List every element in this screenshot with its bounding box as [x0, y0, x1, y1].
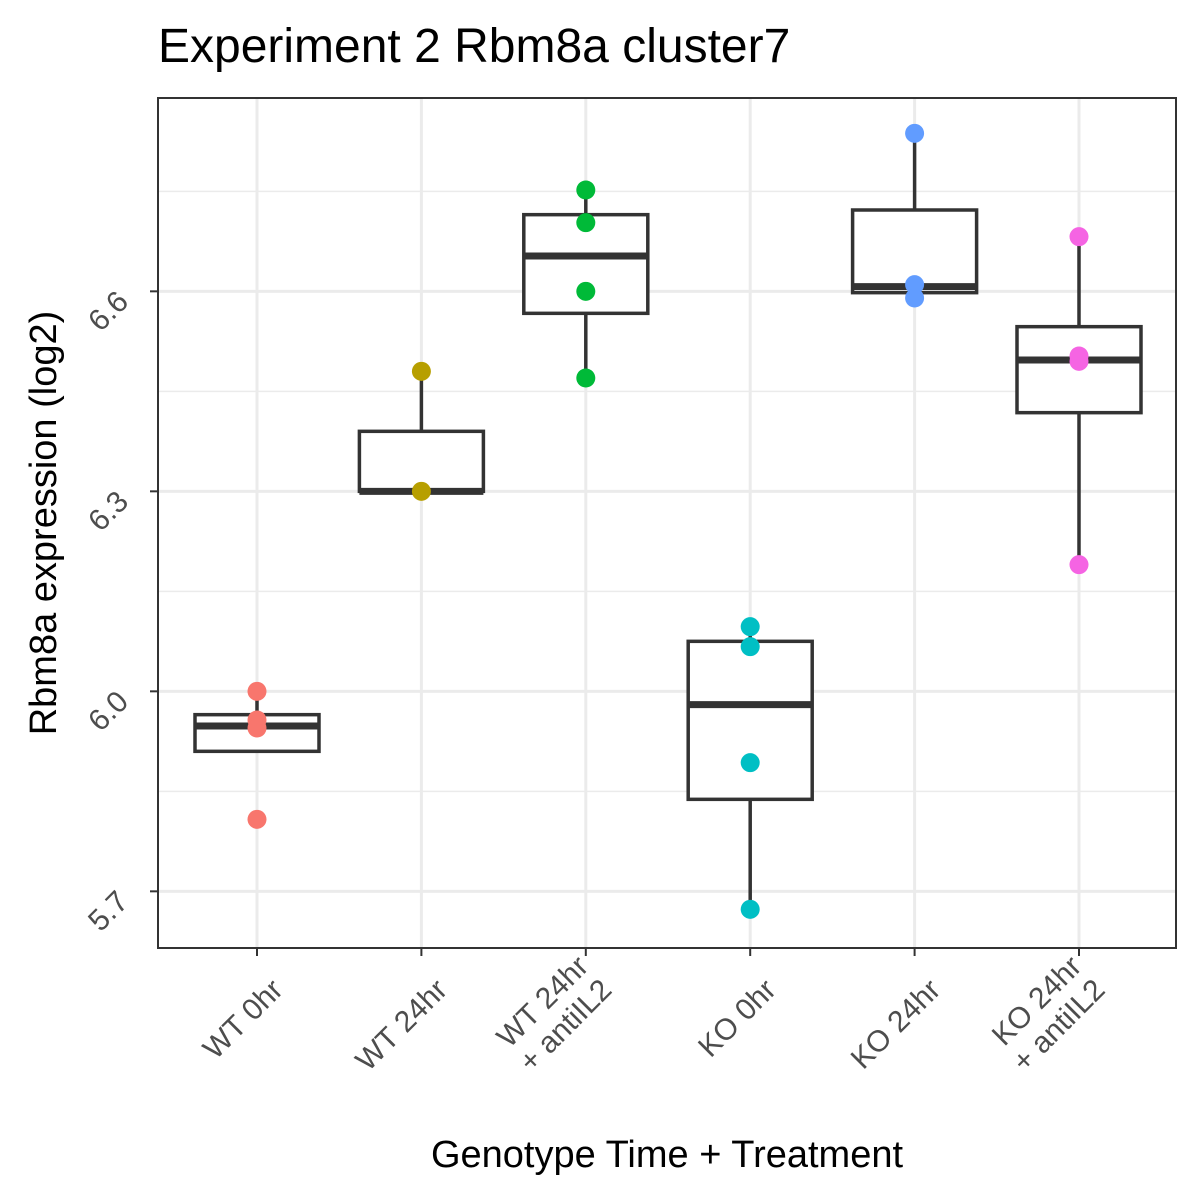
grid-minor — [158, 190, 1176, 793]
data-point — [576, 281, 596, 301]
data-point — [905, 275, 925, 295]
data-point — [740, 753, 760, 773]
data-point — [1069, 555, 1089, 575]
box-iqr — [686, 639, 814, 802]
data-point — [411, 361, 431, 381]
data-point — [576, 213, 596, 233]
x-axis-title: Genotype Time + Treatment — [431, 1134, 904, 1176]
data-point — [905, 123, 925, 143]
data-point — [905, 288, 925, 308]
data-point — [411, 481, 431, 501]
data-point — [740, 899, 760, 919]
data-point — [247, 681, 267, 701]
y-axis-title: Rbm8a expression (log2) — [23, 311, 65, 736]
box-group — [850, 133, 979, 295]
data-point — [740, 617, 760, 637]
data-points — [247, 123, 1089, 919]
data-point — [740, 637, 760, 657]
data-point — [1069, 227, 1089, 247]
box-iqr — [357, 429, 486, 494]
plot-border — [157, 97, 1177, 949]
box-group — [357, 371, 486, 495]
data-point — [1069, 351, 1089, 371]
data-point — [247, 718, 267, 738]
data-point — [247, 809, 267, 829]
data-point — [576, 180, 596, 200]
chart-title: Experiment 2 Rbm8a cluster7 — [158, 20, 790, 73]
plot-panel — [158, 98, 1176, 948]
data-point — [576, 368, 596, 388]
